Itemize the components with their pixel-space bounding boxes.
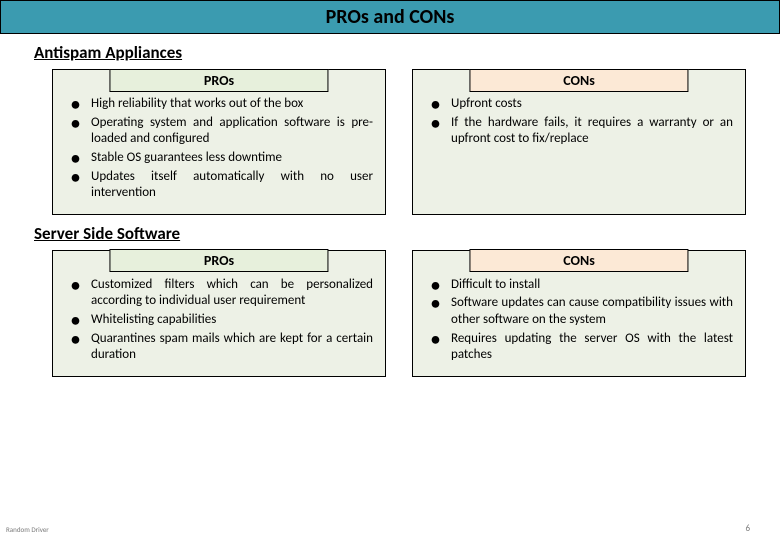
list-item: Difficult to install	[425, 277, 733, 294]
list-item: Customized filters which can be personal…	[65, 277, 373, 310]
list-item: If the hardware fails, it requires a war…	[425, 115, 733, 148]
row-antispam: PROs High reliability that works out of …	[0, 69, 780, 215]
panel-server-cons: CONs Difficult to install Software updat…	[412, 250, 746, 377]
panel-server-pros: PROs Customized filters which can be per…	[52, 250, 386, 377]
list-item: Requires updating the server OS with the…	[425, 331, 733, 364]
row-server: PROs Customized filters which can be per…	[0, 250, 780, 377]
panel-antispam-cons: CONs Upfront costs If the hardware fails…	[412, 69, 746, 215]
list-item: Software updates can cause compatibility…	[425, 295, 733, 328]
cons-header: CONs	[469, 69, 688, 92]
list-antispam-cons: Upfront costs If the hardware fails, it …	[425, 96, 733, 148]
footer-left: Random Driver	[6, 525, 49, 534]
list-item: Stable OS guarantees less downtime	[65, 150, 373, 167]
title-bar: PROs and CONs	[0, 0, 780, 34]
pros-header: PROs	[109, 249, 328, 272]
page-number: 6	[745, 523, 750, 534]
panel-antispam-pros: PROs High reliability that works out of …	[52, 69, 386, 215]
list-item: Updates itself automatically with no use…	[65, 169, 373, 202]
section-heading-server: Server Side Software	[34, 223, 780, 244]
cons-header: CONs	[469, 249, 688, 272]
list-antispam-pros: High reliability that works out of the b…	[65, 96, 373, 202]
list-item: High reliability that works out of the b…	[65, 96, 373, 113]
slide-title: PROs and CONs	[326, 5, 455, 29]
list-server-cons: Difficult to install Software updates ca…	[425, 277, 733, 364]
section-heading-antispam: Antispam Appliances	[34, 42, 780, 63]
list-server-pros: Customized filters which can be personal…	[65, 277, 373, 364]
pros-header: PROs	[109, 69, 328, 92]
list-item: Quarantines spam mails which are kept fo…	[65, 331, 373, 364]
list-item: Upfront costs	[425, 96, 733, 113]
list-item: Operating system and application softwar…	[65, 115, 373, 148]
list-item: Whitelisting capabilities	[65, 312, 373, 329]
